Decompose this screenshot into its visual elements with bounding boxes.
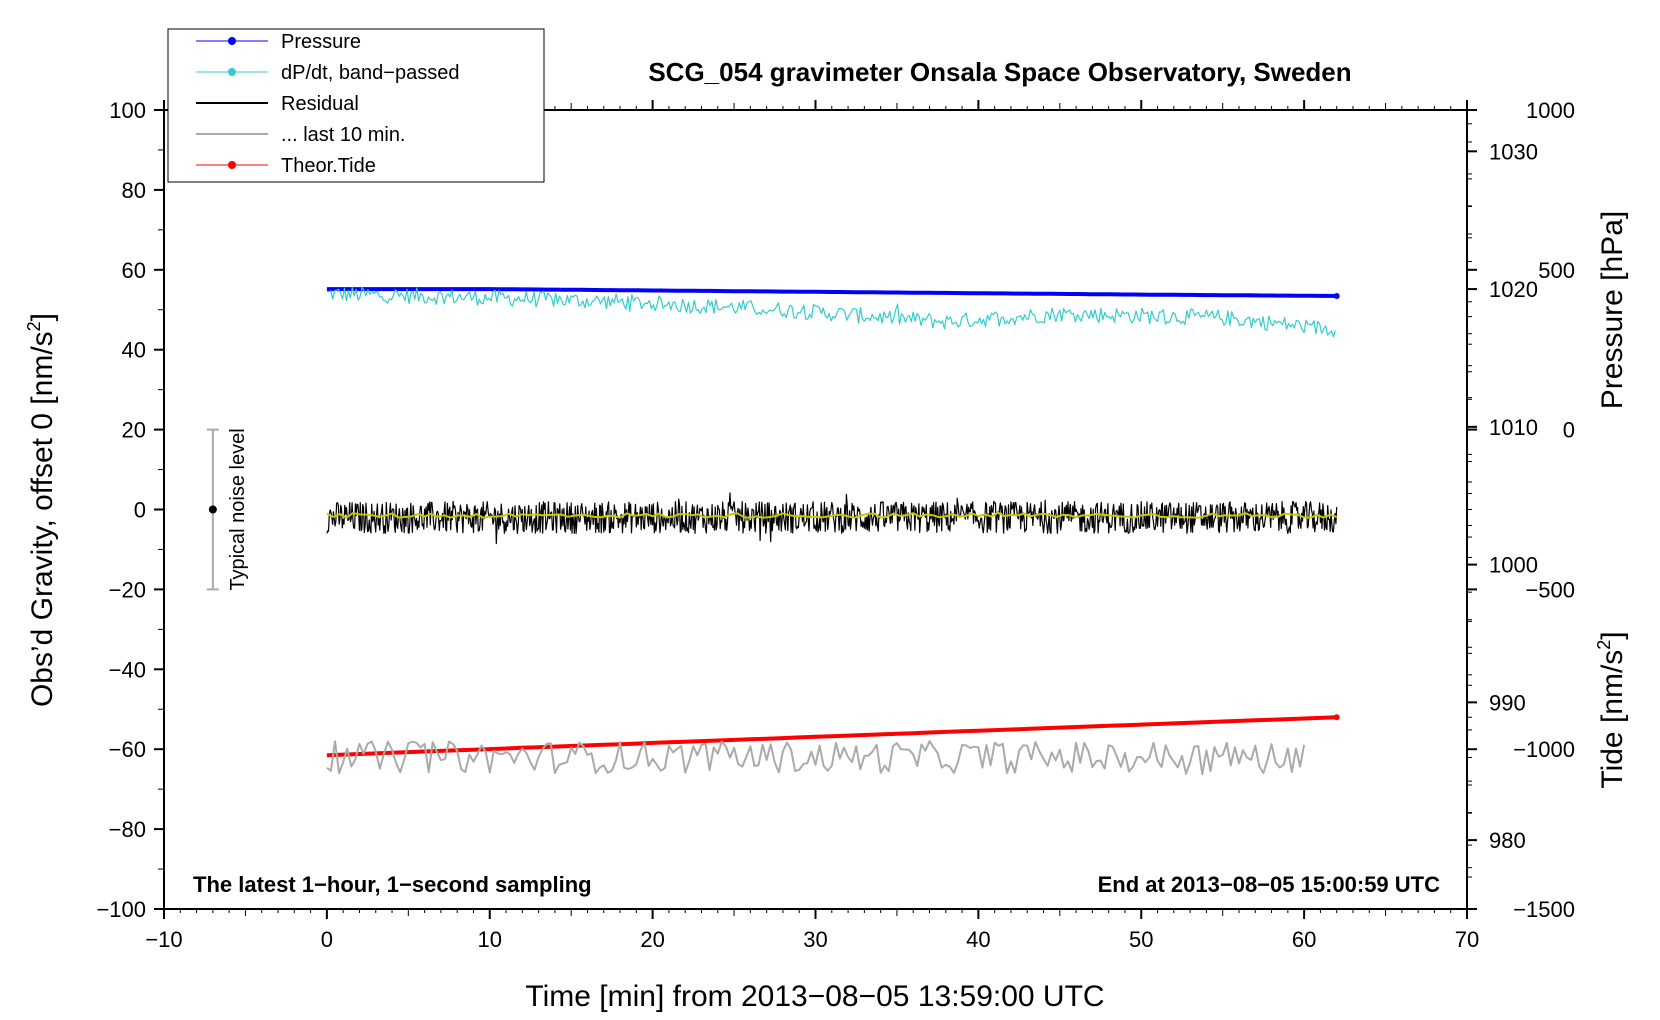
x-tick-label: 10 — [478, 927, 502, 952]
series-line-residual — [326, 492, 1338, 545]
legend-box — [167, 28, 545, 183]
note-latest-hour: The latest 1−hour, 1−second sampling — [193, 872, 592, 897]
y-tick-label: 0 — [134, 498, 146, 523]
chart-title: SCG_054 gravimeter Onsala Space Observat… — [648, 57, 1351, 87]
pressure-tick-label: 1000 — [1489, 553, 1538, 578]
legend-label: ... last 10 min. — [281, 124, 406, 146]
series-line-dp-dt-band-passed — [326, 286, 1336, 338]
pressure-tick-label: 1030 — [1489, 139, 1538, 164]
series-line-residual-smoothed — [326, 511, 1338, 519]
tide-tick-label: −1000 — [1513, 737, 1575, 762]
pressure-tick-label: 1020 — [1489, 277, 1538, 302]
chart-series — [326, 286, 1340, 776]
tide-axis-ticks: 1000 500 0 −500 −1000 −1500 — [1467, 98, 1575, 922]
pressure-tick-label: 1010 — [1489, 415, 1538, 440]
tide-tick-label: −1500 — [1513, 897, 1575, 922]
x-tick-label: 60 — [1292, 927, 1316, 952]
legend-marker — [228, 37, 236, 45]
y-axis-title-left-sup: 2 — [24, 321, 44, 331]
tide-tick-label: 1000 — [1526, 98, 1575, 123]
series-line-pressure — [326, 287, 1337, 298]
y-tick-label: 100 — [109, 98, 146, 123]
pressure-axis-ticks: 1030 1020 1010 1000 990 980 — [1467, 123, 1538, 869]
y-tick-label: −80 — [109, 817, 146, 842]
noise-bar-center-dot — [208, 505, 217, 514]
series-line-theor-tide — [326, 715, 1337, 758]
y-axis-title-pressure: Pressure [hPa] — [1596, 211, 1629, 409]
y-axis-title-left: Obs’d Gravity, offset 0 [nm/s2] — [24, 313, 59, 707]
x-tick-label: 50 — [1129, 927, 1153, 952]
legend-label: Pressure — [281, 31, 361, 53]
legend-label: dP/dt, band−passed — [281, 62, 459, 84]
y-tick-label: −100 — [96, 897, 146, 922]
tide-end-marker — [1333, 714, 1340, 721]
note-end-time: End at 2013−08−05 15:00:59 UTC — [1098, 872, 1441, 897]
y-axis-title-tide: Tide [nm/s2] — [1594, 631, 1629, 788]
y-axis-ticks: 100 80 60 40 20 0 −20 −40 −60 −80 −100 — [96, 98, 164, 922]
legend-marker — [228, 161, 236, 169]
y-axis-title-tide-sup: 2 — [1594, 640, 1614, 650]
noise-level-label: Typical noise level — [227, 428, 249, 590]
noise-level-indicator: Typical noise level — [206, 428, 249, 591]
x-tick-label: 40 — [966, 927, 990, 952]
y-tick-label: 40 — [122, 338, 146, 363]
y-tick-label: 20 — [122, 418, 146, 443]
legend-label: Theor.Tide — [281, 155, 376, 177]
y-tick-label: 60 — [122, 258, 146, 283]
x-tick-label: 20 — [640, 927, 664, 952]
y-tick-label: −60 — [109, 737, 146, 762]
tide-tick-label: 0 — [1563, 418, 1575, 443]
legend-label: Residual — [281, 93, 359, 115]
y-axis-title-left-main: Obs’d Gravity, offset 0 [nm/s — [26, 331, 59, 707]
tide-tick-label: 500 — [1538, 258, 1575, 283]
pressure-end-marker — [1333, 292, 1340, 299]
pressure-tick-label: 980 — [1489, 828, 1526, 853]
y-tick-label: −40 — [109, 657, 146, 682]
tide-tick-label: −500 — [1525, 577, 1575, 602]
y-tick-label: 80 — [122, 178, 146, 203]
y-axis-title-left-end: ] — [26, 313, 59, 321]
x-axis-ticks: −10 0 10 20 30 40 50 60 70 — [145, 100, 1479, 952]
pressure-tick-label: 990 — [1489, 690, 1526, 715]
legend-marker — [228, 68, 236, 76]
y-tick-label: −20 — [109, 577, 146, 602]
y-axis-title-tide-main: Tide [nm/s — [1596, 650, 1629, 789]
series-line-last-10-min — [326, 740, 1306, 776]
legend: Pressure dP/dt, band−passed Residual ... la… — [167, 28, 545, 183]
y-axis-title-tide-end: ] — [1596, 631, 1629, 639]
x-tick-label: −10 — [145, 927, 182, 952]
x-tick-label: 0 — [321, 927, 333, 952]
x-tick-label: 70 — [1455, 927, 1479, 952]
x-axis-title: Time [min] from 2013−08−05 13:59:00 UTC — [525, 980, 1104, 1013]
x-tick-label: 30 — [803, 927, 827, 952]
